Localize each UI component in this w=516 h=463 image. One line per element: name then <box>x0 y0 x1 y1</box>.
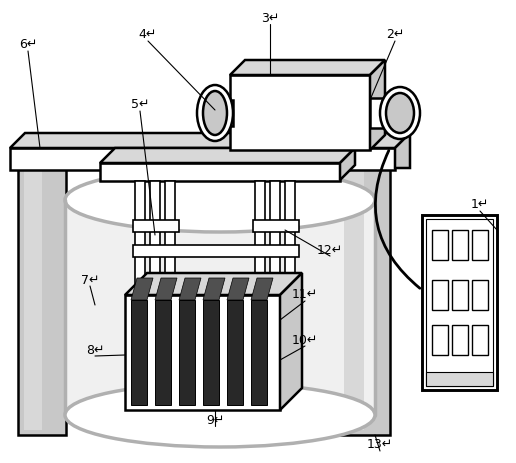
Bar <box>426 372 493 386</box>
Bar <box>155 300 171 405</box>
Polygon shape <box>280 273 302 410</box>
Ellipse shape <box>65 383 375 447</box>
Text: 4↵: 4↵ <box>139 29 157 42</box>
Polygon shape <box>179 278 201 300</box>
Bar <box>370 98 400 128</box>
Polygon shape <box>230 60 385 75</box>
Bar <box>422 215 497 390</box>
Bar <box>432 280 448 310</box>
Bar <box>426 219 493 386</box>
Bar <box>452 325 468 355</box>
Bar <box>150 181 160 291</box>
Polygon shape <box>340 148 355 180</box>
Ellipse shape <box>203 91 227 135</box>
Text: 12↵: 12↵ <box>317 244 343 257</box>
Bar <box>253 220 299 232</box>
Bar <box>135 181 145 291</box>
Ellipse shape <box>386 93 414 133</box>
Bar <box>133 220 179 232</box>
Polygon shape <box>131 278 153 300</box>
Bar <box>472 230 488 260</box>
Polygon shape <box>125 273 302 295</box>
Ellipse shape <box>197 85 233 141</box>
Bar <box>100 163 340 181</box>
Bar <box>338 150 390 435</box>
Text: 13↵: 13↵ <box>367 438 393 451</box>
Text: 11↵: 11↵ <box>292 288 318 301</box>
Text: 10↵: 10↵ <box>292 333 318 346</box>
Polygon shape <box>10 133 410 148</box>
Bar <box>24 155 42 430</box>
Ellipse shape <box>380 87 420 139</box>
Bar <box>285 181 295 291</box>
Polygon shape <box>227 278 249 300</box>
Bar <box>203 300 219 405</box>
Bar <box>131 300 147 405</box>
Bar <box>133 245 299 257</box>
Ellipse shape <box>65 168 375 232</box>
Bar <box>452 280 468 310</box>
Bar <box>344 155 364 430</box>
Bar <box>251 300 267 405</box>
Bar <box>432 325 448 355</box>
Bar <box>179 300 195 405</box>
Text: 7↵: 7↵ <box>80 274 99 287</box>
Text: 6↵: 6↵ <box>19 38 37 51</box>
Text: 2↵: 2↵ <box>386 29 404 42</box>
Bar <box>270 181 280 291</box>
Bar <box>472 280 488 310</box>
Polygon shape <box>395 133 410 168</box>
Polygon shape <box>251 278 273 300</box>
Polygon shape <box>155 278 177 300</box>
Bar <box>125 295 280 410</box>
Polygon shape <box>100 148 355 163</box>
Bar <box>18 150 66 435</box>
Bar <box>255 181 265 291</box>
Text: 1↵: 1↵ <box>471 199 489 212</box>
Bar <box>230 75 370 150</box>
Bar <box>215 100 233 126</box>
Bar <box>227 300 243 405</box>
Bar <box>65 200 375 415</box>
Bar <box>10 148 395 170</box>
Polygon shape <box>370 60 385 150</box>
Text: 3↵: 3↵ <box>261 12 279 25</box>
Text: 8↵: 8↵ <box>86 344 104 357</box>
Text: 5↵: 5↵ <box>131 99 149 112</box>
Bar <box>432 230 448 260</box>
Bar <box>472 325 488 355</box>
FancyArrowPatch shape <box>375 150 420 288</box>
Text: 9↵: 9↵ <box>206 413 224 426</box>
Bar <box>165 181 175 291</box>
Bar <box>452 230 468 260</box>
Polygon shape <box>203 278 225 300</box>
